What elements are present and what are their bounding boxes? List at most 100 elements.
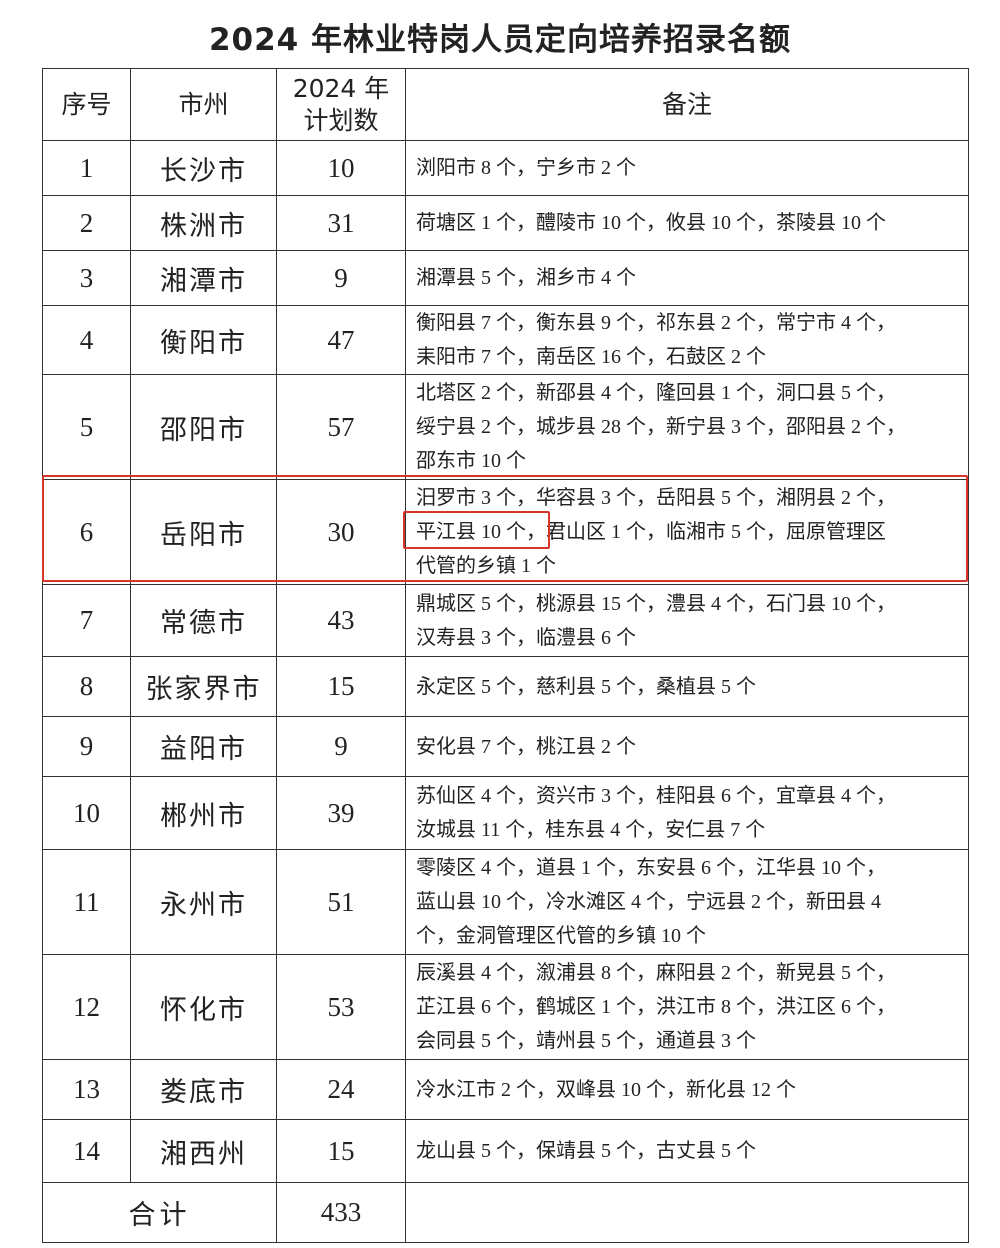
row-remark: 永定区 5 个，慈利县 5 个，桑植县 5 个 <box>405 656 969 717</box>
row-city: 长沙市 <box>130 140 277 196</box>
row-plan: 10 <box>276 140 406 196</box>
row-city: 永州市 <box>130 849 277 955</box>
row-remark: 鼎城区 5 个，桃源县 15 个，澧县 4 个，石门县 10 个， 汉寿县 3 个… <box>405 584 969 657</box>
row-city: 益阳市 <box>130 716 277 777</box>
remark-line: 辰溪县 4 个，溆浦县 8 个，麻阳县 2 个，新晃县 5 个， <box>416 962 896 984</box>
table-row: 3 湘潭市 9 湘潭县 5 个，湘乡市 4 个 <box>42 250 969 306</box>
remark-line: 苏仙区 4 个，资兴市 3 个，桂阳县 6 个，宜章县 4 个， <box>416 785 896 807</box>
row-remark: 辰溪县 4 个，溆浦县 8 个，麻阳县 2 个，新晃县 5 个， 芷江县 6 个，… <box>405 954 969 1060</box>
header-row: 序号 市州 2024 年计划数 备注 <box>42 68 969 141</box>
remark-line: 汨罗市 3 个，华容县 3 个，岳阳县 5 个，湘阴县 2 个， <box>416 487 896 509</box>
row-plan: 43 <box>276 584 406 657</box>
table-row: 8 张家界市 15 永定区 5 个，慈利县 5 个，桑植县 5 个 <box>42 656 969 717</box>
row-remark: 衡阳县 7 个，衡东县 9 个，祁东县 2 个，常宁市 4 个， 耒阳市 7 个，… <box>405 305 969 375</box>
row-remark: 湘潭县 5 个，湘乡市 4 个 <box>405 250 969 306</box>
row-index: 3 <box>42 250 131 306</box>
row-city: 衡阳市 <box>130 305 277 375</box>
total-plan: 433 <box>276 1182 406 1243</box>
row-city: 郴州市 <box>130 776 277 850</box>
row-remark: 浏阳市 8 个，宁乡市 2 个 <box>405 140 969 196</box>
table-row: 11 永州市 51 零陵区 4 个，道县 1 个，东安县 6 个，江华县 10 … <box>42 849 969 955</box>
remark-line: 蓝山县 10 个，冷水滩区 4 个，宁远县 2 个，新田县 4 <box>416 891 881 913</box>
row-index: 13 <box>42 1059 131 1120</box>
table-row: 14 湘西州 15 龙山县 5 个，保靖县 5 个，古丈县 5 个 <box>42 1119 969 1183</box>
row-remark: 北塔区 2 个，新邵县 4 个，隆回县 1 个，洞口县 5 个， 绥宁县 2 个，… <box>405 374 969 480</box>
row-index: 12 <box>42 954 131 1060</box>
table-row: 1 长沙市 10 浏阳市 8 个，宁乡市 2 个 <box>42 140 969 196</box>
remark-line: 龙山县 5 个，保靖县 5 个，古丈县 5 个 <box>416 1140 756 1162</box>
table-row: 7 常德市 43 鼎城区 5 个，桃源县 15 个，澧县 4 个，石门县 10 … <box>42 584 969 657</box>
row-plan: 24 <box>276 1059 406 1120</box>
row-city: 株洲市 <box>130 195 277 251</box>
remark-line: 个，金洞管理区代管的乡镇 10 个 <box>416 925 706 947</box>
row-plan: 53 <box>276 954 406 1060</box>
row-plan: 15 <box>276 1119 406 1183</box>
row-remark: 苏仙区 4 个，资兴市 3 个，桂阳县 6 个，宜章县 4 个， 汝城县 11 个… <box>405 776 969 850</box>
remark-line: 湘潭县 5 个，湘乡市 4 个 <box>416 267 636 289</box>
table-row: 12 怀化市 53 辰溪县 4 个，溆浦县 8 个，麻阳县 2 个，新晃县 5 … <box>42 954 969 1060</box>
row-index: 1 <box>42 140 131 196</box>
header-plan: 2024 年计划数 <box>276 68 406 141</box>
row-city: 湘潭市 <box>130 250 277 306</box>
row-remark: 汨罗市 3 个，华容县 3 个，岳阳县 5 个，湘阴县 2 个， 平江县 10 个… <box>405 479 969 585</box>
remark-line: 会同县 5 个，靖州县 5 个，通道县 3 个 <box>416 1030 756 1052</box>
remark-line: 汝城县 11 个，桂东县 4 个，安仁县 7 个 <box>416 819 766 841</box>
total-row: 合计 433 <box>42 1182 969 1243</box>
remark-line: 衡阳县 7 个，衡东县 9 个，祁东县 2 个，常宁市 4 个， <box>416 312 896 334</box>
row-plan: 9 <box>276 250 406 306</box>
remark-line: 北塔区 2 个，新邵县 4 个，隆回县 1 个，洞口县 5 个， <box>416 382 896 404</box>
header-city: 市州 <box>130 68 277 141</box>
quota-table: 序号 市州 2024 年计划数 备注 1 长沙市 10 浏阳市 8 个，宁乡市 … <box>42 68 969 1243</box>
remark-line: 永定区 5 个，慈利县 5 个，桑植县 5 个 <box>416 675 756 698</box>
table-row: 6 岳阳市 30 汨罗市 3 个，华容县 3 个，岳阳县 5 个，湘阴县 2 个… <box>42 479 969 585</box>
row-index: 7 <box>42 584 131 657</box>
table-row: 5 邵阳市 57 北塔区 2 个，新邵县 4 个，隆回县 1 个，洞口县 5 个… <box>42 374 969 480</box>
row-city: 怀化市 <box>130 954 277 1060</box>
row-plan: 15 <box>276 656 406 717</box>
row-city: 娄底市 <box>130 1059 277 1120</box>
total-label: 合计 <box>42 1182 277 1243</box>
row-index: 2 <box>42 195 131 251</box>
row-index: 6 <box>42 479 131 585</box>
row-city: 邵阳市 <box>130 374 277 480</box>
header-index: 序号 <box>42 68 131 141</box>
remark-line: 绥宁县 2 个，城步县 28 个，新宁县 3 个，邵阳县 2 个， <box>416 416 906 438</box>
row-remark: 龙山县 5 个，保靖县 5 个，古丈县 5 个 <box>405 1119 969 1183</box>
row-plan: 30 <box>276 479 406 585</box>
table-row: 4 衡阳市 47 衡阳县 7 个，衡东县 9 个，祁东县 2 个，常宁市 4 个… <box>42 305 969 375</box>
remark-line: 平江县 10 个，君山区 1 个，临湘市 5 个，屈原管理区 <box>416 521 886 543</box>
row-remark: 安化县 7 个，桃江县 2 个 <box>405 716 969 777</box>
remark-line: 芷江县 6 个，鹤城区 1 个，洪江市 8 个，洪江区 6 个， <box>416 996 896 1018</box>
table-row: 10 郴州市 39 苏仙区 4 个，资兴市 3 个，桂阳县 6 个，宜章县 4 … <box>42 776 969 850</box>
row-city: 岳阳市 <box>130 479 277 585</box>
row-index: 4 <box>42 305 131 375</box>
header-remark: 备注 <box>405 68 969 141</box>
table-row: 9 益阳市 9 安化县 7 个，桃江县 2 个 <box>42 716 969 777</box>
remark-line: 浏阳市 8 个，宁乡市 2 个 <box>416 157 636 179</box>
remark-line: 零陵区 4 个，道县 1 个，东安县 6 个，江华县 10 个， <box>416 857 886 879</box>
row-plan: 31 <box>276 195 406 251</box>
header-plan-line1: 2024 年 <box>292 73 390 103</box>
row-plan: 51 <box>276 849 406 955</box>
row-city: 湘西州 <box>130 1119 277 1183</box>
remark-line: 耒阳市 7 个，南岳区 16 个，石鼓区 2 个 <box>416 346 766 368</box>
row-plan: 39 <box>276 776 406 850</box>
row-index: 5 <box>42 374 131 480</box>
remark-line: 冷水江市 2 个，双峰县 10 个，新化县 12 个 <box>416 1078 796 1101</box>
row-index: 9 <box>42 716 131 777</box>
remark-line: 荷塘区 1 个，醴陵市 10 个，攸县 10 个，茶陵县 10 个 <box>416 212 886 234</box>
remark-line: 代管的乡镇 1 个 <box>416 555 556 577</box>
row-index: 10 <box>42 776 131 850</box>
row-index: 8 <box>42 656 131 717</box>
row-plan: 9 <box>276 716 406 777</box>
header-plan-line2: 计划数 <box>303 105 379 135</box>
remark-line: 鼎城区 5 个，桃源县 15 个，澧县 4 个，石门县 10 个， <box>416 592 896 615</box>
table-row: 13 娄底市 24 冷水江市 2 个，双峰县 10 个，新化县 12 个 <box>42 1059 969 1120</box>
remark-line: 汉寿县 3 个，临澧县 6 个 <box>416 626 636 649</box>
row-index: 11 <box>42 849 131 955</box>
remark-line: 安化县 7 个，桃江县 2 个 <box>416 735 636 758</box>
row-index: 14 <box>42 1119 131 1183</box>
row-remark: 荷塘区 1 个，醴陵市 10 个，攸县 10 个，茶陵县 10 个 <box>405 195 969 251</box>
row-remark: 零陵区 4 个，道县 1 个，东安县 6 个，江华县 10 个， 蓝山县 10 个… <box>405 849 969 955</box>
table-row: 2 株洲市 31 荷塘区 1 个，醴陵市 10 个，攸县 10 个，茶陵县 10… <box>42 195 969 251</box>
